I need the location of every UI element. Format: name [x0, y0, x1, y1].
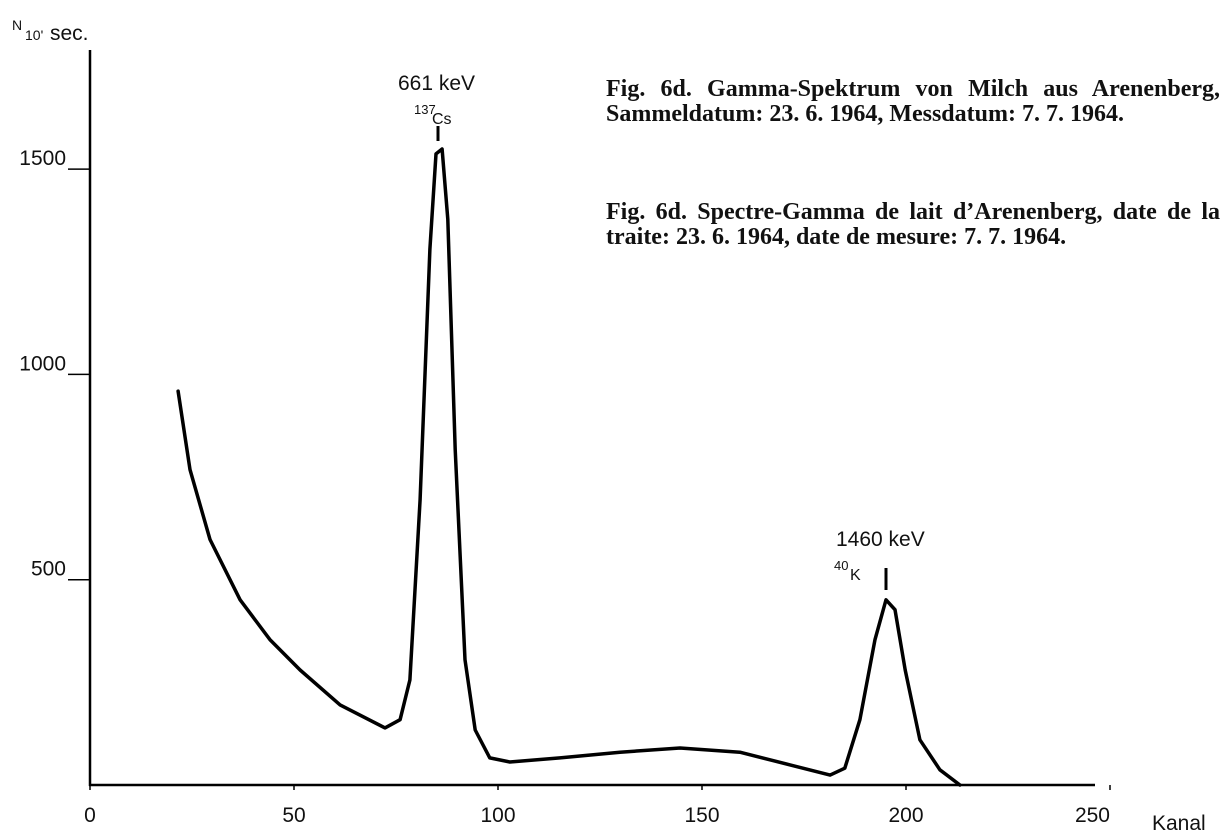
y-label-unit: sec.: [50, 22, 89, 45]
y-tick-label: 500: [31, 558, 66, 581]
peak-mass: 137: [414, 102, 436, 117]
x-tick-label: 250: [1075, 804, 1110, 827]
x-tick-label: 200: [888, 804, 923, 827]
caption-fr: Fig. 6d. Spectre-Gamma de lait d’Arenenb…: [606, 199, 1220, 250]
peak-energy: 1460 keV: [836, 528, 925, 551]
y-label-denominator: 10': [25, 27, 43, 43]
caption-de: Fig. 6d. Gamma-Spektrum von Milch aus Ar…: [606, 76, 1220, 127]
y-label-numerator: N: [12, 17, 22, 33]
x-tick-label: 0: [84, 804, 96, 827]
peak-isotope: Cs: [432, 111, 452, 128]
x-tick-label: 50: [282, 804, 305, 827]
peak-mass: 40: [834, 558, 848, 573]
spectrum-line: [176, 147, 962, 787]
y-tick-label: 1500: [19, 147, 66, 170]
x-tick-label: 150: [684, 804, 719, 827]
x-tick-label: 100: [480, 804, 515, 827]
peak-isotope: K: [850, 567, 861, 584]
x-label: Kanal: [1152, 812, 1206, 835]
peak-energy: 661 keV: [398, 72, 475, 95]
y-tick-label: 1000: [19, 352, 66, 375]
